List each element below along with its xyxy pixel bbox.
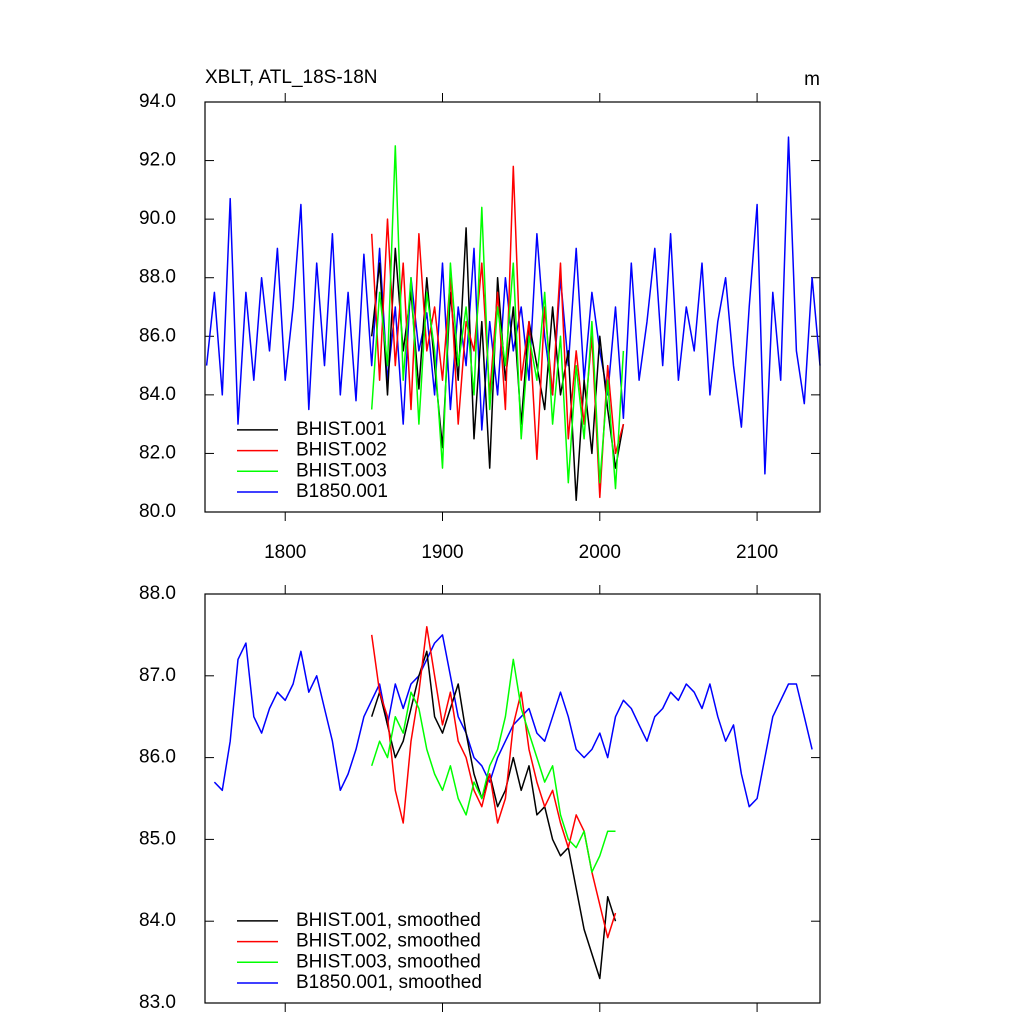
series-line (370, 658, 616, 873)
series-line (370, 165, 625, 499)
y-tick-label: 92.0 (139, 150, 176, 171)
y-tick-label: 84.0 (139, 384, 176, 405)
unit-label: m (804, 69, 820, 90)
series-line (205, 136, 821, 475)
series-line (370, 625, 617, 939)
y-tick-label: 86.0 (139, 747, 176, 768)
y-tick-label: 87.0 (139, 665, 176, 686)
y-tick-label: 90.0 (139, 208, 176, 229)
y-tick-label: 86.0 (139, 325, 176, 346)
legend-label: BHIST.002 (296, 440, 387, 461)
y-tick-label: 83.0 (139, 992, 176, 1013)
legend-label: BHIST.003 (296, 460, 387, 481)
legend-label: BHIST.001 (296, 419, 387, 440)
plot-frame (204, 101, 821, 513)
x-tick-label: 1800 (264, 542, 306, 563)
legend-label: B1850.001, smoothed (296, 972, 482, 993)
chart-title: XBLT, ATL_18S-18N (205, 67, 378, 88)
legend-label: BHIST.001, smoothed (296, 910, 481, 931)
legend-label: B1850.001 (296, 481, 388, 502)
x-tick-label: 1900 (421, 542, 463, 563)
legend-label: BHIST.002, smoothed (296, 931, 481, 952)
plot-frame (204, 593, 821, 1004)
y-tick-label: 94.0 (139, 91, 176, 112)
y-tick-label: 88.0 (139, 583, 176, 604)
y-tick-label: 88.0 (139, 267, 176, 288)
y-tick-label: 82.0 (139, 442, 176, 463)
legend-label: BHIST.003, smoothed (296, 951, 481, 972)
y-tick-label: 80.0 (139, 501, 176, 522)
x-tick-label: 2000 (579, 542, 621, 563)
y-tick-label: 85.0 (139, 828, 176, 849)
series-line (370, 145, 625, 490)
y-tick-label: 84.0 (139, 910, 176, 931)
series-line (370, 650, 617, 980)
x-tick-label: 2100 (736, 542, 778, 563)
